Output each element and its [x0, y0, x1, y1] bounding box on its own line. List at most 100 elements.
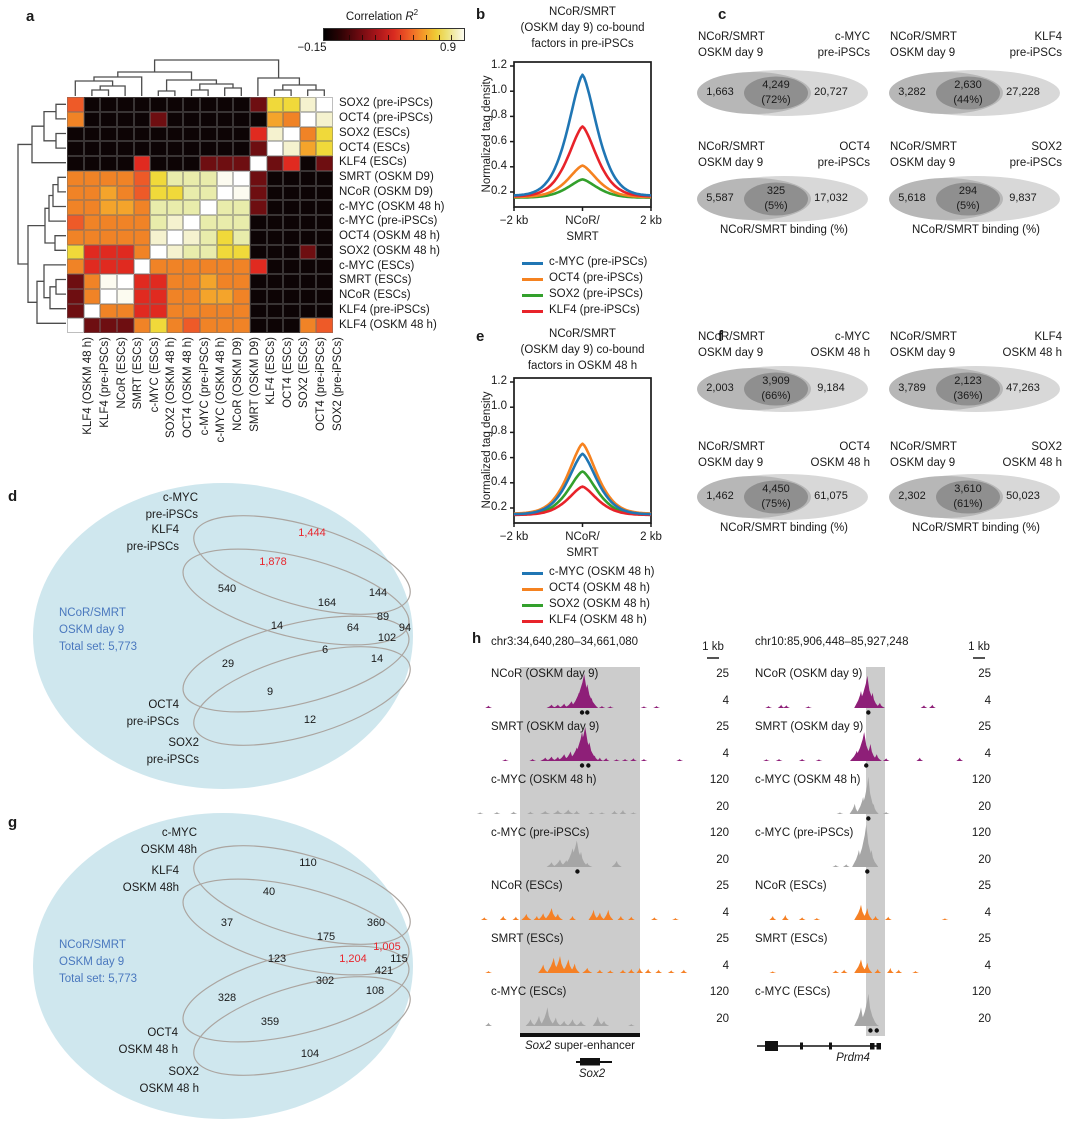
venn-f4-right-header: SOX2: [1031, 441, 1062, 453]
heatmap-cell: [133, 200, 151, 215]
heatmap-cell: [299, 126, 317, 142]
chart-b-title: factors in pre-iPSCs: [531, 38, 634, 50]
venn-c1-right-header: pre-iPSCs: [817, 47, 870, 59]
heatmap-cell: [249, 126, 267, 142]
heatmap-cell: [316, 215, 333, 230]
track-scale-min: 20: [978, 854, 991, 866]
heatmap-cell: [183, 259, 200, 274]
track-scale-max: 120: [971, 827, 991, 839]
track-scale-min: 4: [984, 960, 991, 972]
venn-f4-overlap-pct: (61%): [953, 498, 983, 510]
venn-f1-right-header: c-MYC: [834, 331, 870, 343]
heatmap-cell: [283, 185, 300, 201]
heatmap-row-label: SOX2 (OSKM 48 h): [339, 244, 440, 257]
venn-c4-overlap-count: 294: [958, 185, 978, 197]
track-scale-max: 120: [709, 986, 729, 998]
heatmap-cell: [133, 185, 151, 201]
heatmap-cell: [150, 274, 167, 289]
heatmap-cell: [183, 97, 200, 112]
heatmap-cell: [116, 244, 134, 260]
chart-b-legend-label: KLF4 (pre-iPSCs): [549, 304, 640, 316]
venn-d-ncor-smrt-label: OSKM day 9: [59, 624, 125, 636]
heatmap-cell: [83, 170, 101, 186]
heatmap-cell: [166, 288, 184, 304]
venn-c2-overlap-count: 2,630: [954, 79, 982, 91]
heatmap-cell: [116, 200, 134, 215]
colorbar-min-label: −0.15: [297, 42, 327, 54]
heatmap-cell: [233, 126, 250, 142]
heatmap-cell: [283, 97, 300, 112]
heatmap-cell: [83, 274, 101, 289]
venn-d-set-label: c-MYC: [162, 492, 198, 504]
venn-f-caption: NCoR/SMRT binding (%): [911, 522, 1041, 534]
heatmap-cell: [266, 318, 284, 333]
track-scale-max: 120: [709, 774, 729, 786]
venn-d-ncor-smrt-label: Total set: 5,773: [59, 641, 137, 653]
chart-b-ytick: 1.2: [491, 59, 507, 71]
heatmap-cell: [249, 259, 267, 274]
heatmap-cell: [116, 170, 134, 186]
gene-label: Prdm4: [836, 1052, 870, 1064]
venn-f4-right-header: OSKM 48 h: [1002, 457, 1062, 469]
heatmap-cell: [100, 200, 117, 215]
venn-g-set-label: OSKM 48 h: [118, 1043, 178, 1056]
venn-g-ncor-smrt-label: OSKM day 9: [59, 956, 125, 968]
track-label: c-MYC (ESCs): [491, 986, 567, 998]
track-label: c-MYC (pre-iPSCs): [491, 827, 590, 839]
chart-b-legend-label: SOX2 (pre-iPSCs): [549, 288, 643, 300]
heatmap-cell: [200, 274, 217, 289]
venn-f3-left-count: 1,462: [706, 490, 734, 502]
venn-g-region-count: 175: [316, 931, 336, 943]
heatmap-cell: [166, 259, 184, 274]
heatmap-cell: [67, 200, 84, 215]
heatmap-row-label: c-MYC (OSKM 48 h): [339, 200, 445, 213]
heatmap-col-label: NCoR (OSKM D9): [231, 337, 244, 431]
venn-c4-right-header: SOX2: [1031, 141, 1062, 153]
heatmap-cell: [233, 200, 250, 215]
heatmap-row-label: c-MYC (pre-iPSCs): [339, 215, 438, 228]
chart-b-title: NCoR/SMRT: [549, 6, 616, 18]
heatmap-cell: [216, 259, 234, 274]
heatmap-cell: [150, 97, 167, 112]
panel-letter-e: e: [476, 328, 485, 345]
track-scale-max: 25: [978, 933, 991, 945]
heatmap-cell: [283, 259, 300, 274]
heatmap-cell: [233, 185, 250, 201]
venn-c4-overlap-pct: (5%): [956, 200, 980, 212]
heatmap-cell: [216, 244, 234, 260]
venn-g-set-label: SOX2: [168, 1066, 199, 1078]
heatmap-cell: [266, 244, 284, 260]
chart-b-title: (OSKM day 9) co-bound: [520, 22, 645, 34]
heatmap-cell: [166, 303, 184, 319]
chart-e-legend-swatch: [522, 572, 543, 576]
heatmap-cell: [150, 170, 167, 186]
venn-f2-left-header: OSKM day 9: [890, 347, 956, 359]
venn-c2-left-header: OSKM day 9: [890, 47, 956, 59]
venn-d-region-count: 94: [398, 622, 412, 634]
venn-f1-right-header: OSKM 48 h: [810, 347, 870, 359]
venn-c1-left-count: 1,663: [706, 86, 734, 98]
heatmap-cell: [200, 318, 217, 333]
heatmap-cell: [116, 97, 134, 112]
heatmap-cell: [316, 156, 333, 171]
heatmap-cell: [249, 244, 267, 260]
heatmap-cell: [116, 185, 134, 201]
track-label: SMRT (OSKM day 9): [491, 721, 600, 733]
track-label: SMRT (ESCs): [491, 933, 564, 945]
venn-g-set-label: OCT4: [147, 1027, 178, 1039]
heatmap-cell: [283, 288, 300, 304]
venn-c3-left-count: 5,587: [706, 192, 734, 204]
chart-e-xtick: SMRT: [566, 547, 599, 559]
heatmap-cell: [83, 97, 101, 112]
heatmap-row-label: KLF4 (ESCs): [339, 156, 407, 169]
venn-f1-overlap-pct: (66%): [761, 390, 791, 402]
heatmap-cell: [299, 215, 317, 230]
heatmap-col-label: c-MYC (pre-iPSCs): [198, 337, 211, 436]
heatmap-cell: [183, 141, 200, 156]
venn-f2-left-header: NCoR/SMRT: [890, 331, 957, 343]
heatmap-cell: [249, 156, 267, 171]
heatmap-col-label: NCoR (ESCs): [115, 337, 128, 409]
heatmap-col-label: KLF4 (OSKM 48 h): [82, 337, 95, 435]
venn-f1-overlap-count: 3,909: [762, 375, 790, 387]
heatmap-cell: [166, 111, 184, 127]
